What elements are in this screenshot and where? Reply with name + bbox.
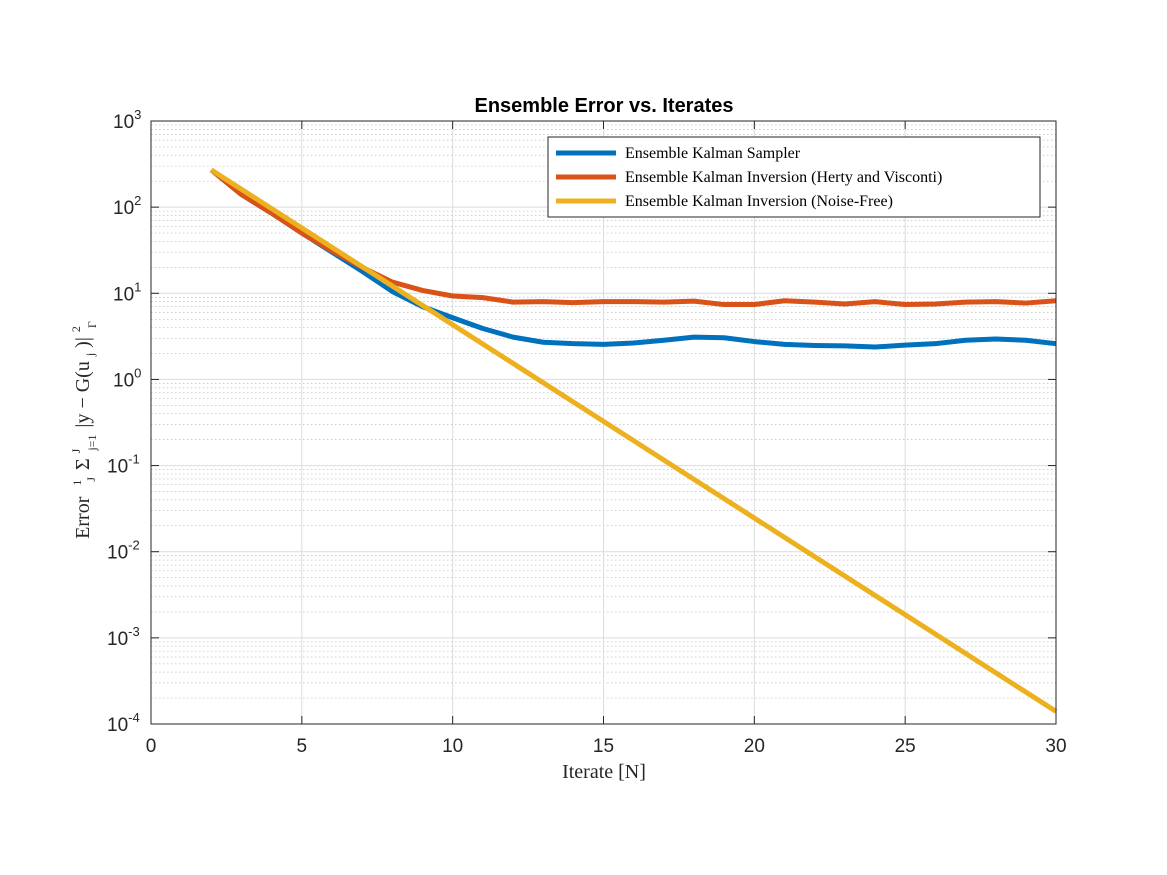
series-layer <box>209 167 1058 714</box>
x-tick-label: 10 <box>442 736 463 757</box>
x-tick-label: 0 <box>146 736 157 757</box>
x-tick-label: 25 <box>895 736 916 757</box>
series-line-1 <box>209 168 1057 350</box>
x-axis-label: Iterate [N] <box>562 761 646 783</box>
series-line-3 <box>209 167 1058 714</box>
x-tick-label: 20 <box>744 736 765 757</box>
y-tick-label: 103 <box>113 107 141 133</box>
y-tick-labels: 10-4 10-3 10-2 10-1 100 101 102 103 <box>107 107 141 736</box>
chart-title: Ensemble Error vs. Iterates <box>474 95 733 117</box>
y-tick-label: 10-3 <box>107 624 140 650</box>
y-tick-label: 102 <box>113 193 141 219</box>
y-tick-label: 10-2 <box>107 538 140 564</box>
x-tick-labels: 0 5 10 15 20 25 30 <box>146 736 1067 757</box>
ylabel-frac-num: 1 <box>70 480 84 486</box>
ylabel-sigma: Σ <box>72 458 94 470</box>
y-tick-label: 101 <box>113 279 141 305</box>
ylabel-prefix: Error <box>72 496 94 539</box>
legend-label-1: Ensemble Kalman Sampler <box>625 145 801 162</box>
ylabel-body-end: )| <box>72 337 94 348</box>
tick-marks <box>150 120 1057 725</box>
ylabel-body-sub: j <box>83 353 97 357</box>
x-tick-label: 5 <box>297 736 308 757</box>
x-tick-label: 30 <box>1045 736 1066 757</box>
ylabel-exp-sub: Γ <box>85 321 99 328</box>
svg-text:Error 1 J Σ: Error 1 J Σ J j=1 |y − G(u j )| 2 Γ <box>63 321 101 539</box>
legend: Ensemble Kalman Sampler Ensemble Kalman I… <box>547 136 1041 218</box>
y-tick-label: 10-1 <box>107 452 140 478</box>
legend-label-3: Ensemble Kalman Inversion (Noise-Free) <box>625 193 893 210</box>
legend-label-2: Ensemble Kalman Inversion (Herty and Vis… <box>625 169 942 186</box>
y-tick-label: 10-4 <box>107 710 140 736</box>
ylabel-sup: J <box>69 448 83 453</box>
y-axis-label: Error 1 J Σ J j=1 |y − G(u j )| 2 Γ <box>63 321 101 539</box>
legend-box <box>547 136 1041 218</box>
ylabel-exp-sup: 2 <box>69 326 83 332</box>
ylabel-sub: j=1 <box>85 435 99 452</box>
ylabel-body: |y − G(u <box>72 361 94 427</box>
ylabel-frac-den: J <box>84 477 98 482</box>
x-tick-label: 15 <box>593 736 614 757</box>
y-tick-label: 100 <box>113 365 141 391</box>
